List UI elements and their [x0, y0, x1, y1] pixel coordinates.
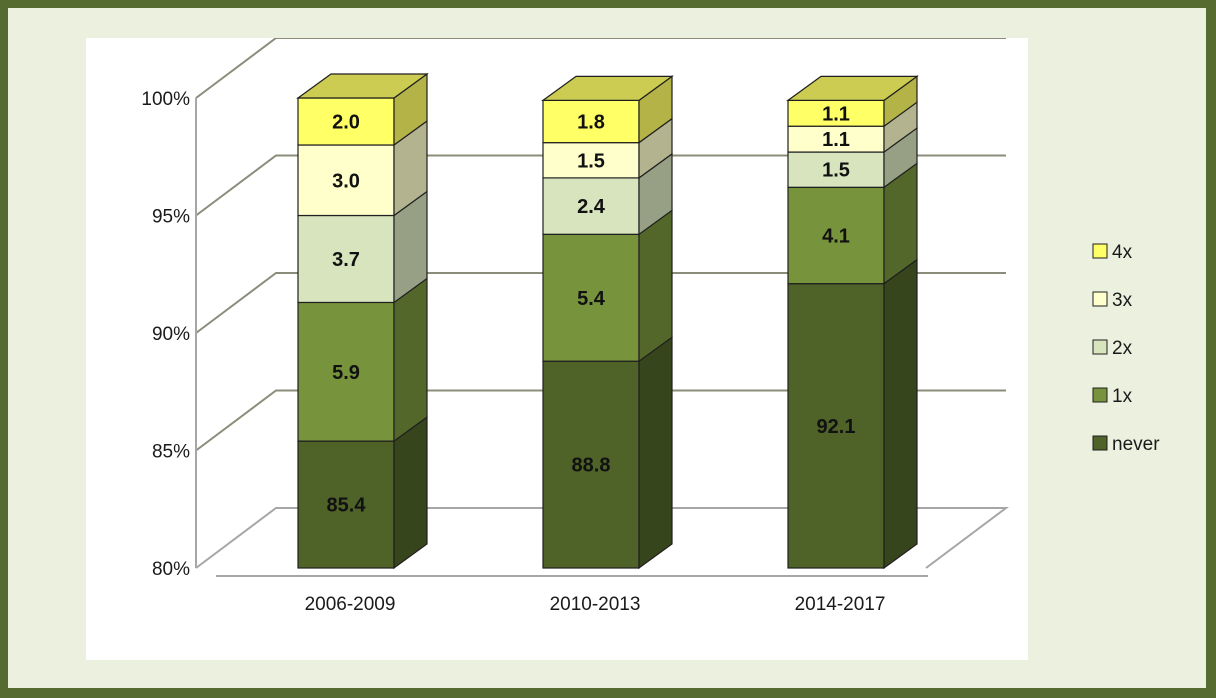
y-tick-label: 85% — [152, 442, 190, 463]
data-label: 3.0 — [332, 170, 360, 192]
y-tick-label: 95% — [152, 207, 190, 228]
bar-segment-side — [638, 209, 673, 363]
bar-segment-4x — [787, 99, 885, 127]
legend-swatch-3x — [1092, 291, 1108, 307]
bar-segment-1x — [297, 301, 395, 442]
bar-segment-side — [883, 258, 918, 570]
bar-segment-never — [787, 283, 885, 569]
bar-stack: 85.4 5.9 3.7 3.0 2.0 — [296, 72, 429, 570]
data-label: 2.4 — [577, 196, 606, 218]
data-label: 1.5 — [822, 160, 850, 182]
data-label: 2.0 — [332, 112, 360, 134]
bar-segment-2x — [297, 214, 395, 304]
legend-label: 4x — [1112, 242, 1133, 263]
bar-segment-1x — [542, 233, 640, 362]
gridline — [195, 154, 1006, 217]
chart-frame: 80% 85% 90% 95% 100% 85.4 5.9 3.7 3.0 2.0 2006-200… — [8, 8, 1206, 688]
data-label: 88.8 — [572, 455, 611, 477]
bar-segment-never — [542, 360, 640, 569]
data-label: 5.4 — [577, 288, 606, 310]
bar-top-face — [296, 73, 429, 99]
data-label: 4.1 — [822, 225, 850, 247]
data-label: 5.9 — [332, 362, 360, 384]
data-label: 1.1 — [822, 129, 850, 151]
gridline — [195, 38, 1006, 99]
legend-swatch-4x — [1092, 243, 1108, 259]
data-label: 3.7 — [332, 249, 360, 271]
gridline — [195, 389, 1006, 452]
bar-segment-side — [393, 415, 428, 570]
data-label: 1.5 — [577, 150, 605, 172]
legend-swatch-never — [1092, 435, 1108, 451]
legend-label: 2x — [1112, 338, 1133, 359]
gridline — [195, 272, 1006, 334]
bar-segment-3x — [297, 144, 395, 217]
y-tick-label: 100% — [141, 89, 190, 110]
bar-segment-side — [638, 336, 673, 570]
bar-stack: 92.1 4.1 1.5 1.1 1.1 — [786, 75, 919, 570]
x-tick-label: 2006-2009 — [305, 594, 396, 615]
bar-top-face — [786, 75, 919, 101]
data-label: 92.1 — [817, 416, 856, 438]
legend-swatch-2x — [1092, 339, 1108, 355]
bar-segment-4x — [542, 99, 640, 144]
bar-segment-side — [393, 277, 428, 443]
stacked-bar-chart: 80% 85% 90% 95% 100% 85.4 5.9 3.7 3.0 2.0 2006-200… — [141, 38, 1009, 615]
bar-top-face — [541, 75, 674, 101]
data-label: 1.1 — [822, 103, 850, 125]
x-tick-label: 2010-2013 — [550, 594, 641, 615]
x-tick-label: 2014-2017 — [795, 594, 886, 615]
chart-area: 80% 85% 90% 95% 100% 85.4 5.9 3.7 3.0 2.0 2006-200… — [86, 38, 1028, 660]
legend-swatch-1x — [1092, 387, 1108, 403]
legend: 4x 3x 2x 1x never — [1092, 242, 1160, 455]
legend-label: 3x — [1112, 290, 1133, 311]
data-label: 1.8 — [577, 112, 605, 134]
y-tick-label: 90% — [152, 324, 190, 345]
data-label: 85.4 — [327, 495, 367, 517]
y-tick-label: 80% — [152, 559, 190, 580]
legend-label: 1x — [1112, 386, 1133, 407]
legend-label: never — [1112, 434, 1160, 455]
bar-stack: 88.8 5.4 2.4 1.5 1.8 — [541, 75, 674, 570]
